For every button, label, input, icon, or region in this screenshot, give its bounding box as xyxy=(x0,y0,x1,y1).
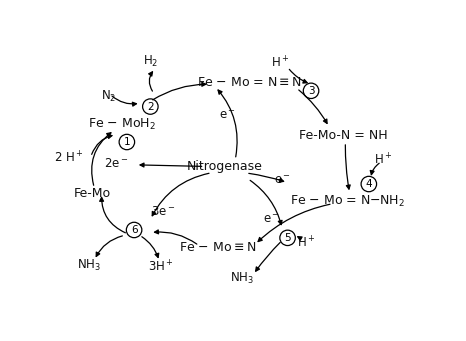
Text: 1: 1 xyxy=(123,137,130,147)
Text: H$_2$: H$_2$ xyxy=(143,54,158,70)
Text: e$^-$: e$^-$ xyxy=(263,213,280,226)
Text: Fe $-$ Mo = N$\equiv$N: Fe $-$ Mo = N$\equiv$N xyxy=(197,76,302,89)
Text: NH$_3$: NH$_3$ xyxy=(77,258,101,273)
Text: 3H$^+$: 3H$^+$ xyxy=(148,259,174,275)
Text: e$^-$: e$^-$ xyxy=(219,109,236,122)
Text: 6: 6 xyxy=(131,225,137,235)
Text: 5: 5 xyxy=(284,233,291,243)
Text: 4: 4 xyxy=(365,179,372,189)
Text: H$^+$: H$^+$ xyxy=(374,153,392,168)
Text: Fe-Mo: Fe-Mo xyxy=(74,187,111,200)
Text: Fe $-$ Mo = N$-$NH$_2$: Fe $-$ Mo = N$-$NH$_2$ xyxy=(290,194,404,209)
Text: Fe $-$ Mo$\equiv$N: Fe $-$ Mo$\equiv$N xyxy=(178,240,256,254)
Text: NH$_3$: NH$_3$ xyxy=(231,271,254,286)
Text: N$_2$: N$_2$ xyxy=(101,89,116,104)
Text: Fe-Mo-N = NH: Fe-Mo-N = NH xyxy=(299,129,388,142)
Text: H$^+$: H$^+$ xyxy=(271,56,290,71)
Text: H$^+$: H$^+$ xyxy=(297,235,316,250)
Text: Nitrogenase: Nitrogenase xyxy=(186,161,262,174)
Text: 2 H$^+$: 2 H$^+$ xyxy=(54,150,84,165)
Text: 3e$^-$: 3e$^-$ xyxy=(151,205,175,218)
Text: Fe $-$ MoH$_2$: Fe $-$ MoH$_2$ xyxy=(88,117,155,133)
Text: 2e$^-$: 2e$^-$ xyxy=(104,157,128,169)
Text: e$^-$: e$^-$ xyxy=(274,174,291,187)
Text: 2: 2 xyxy=(147,102,154,112)
Text: 3: 3 xyxy=(308,86,315,96)
